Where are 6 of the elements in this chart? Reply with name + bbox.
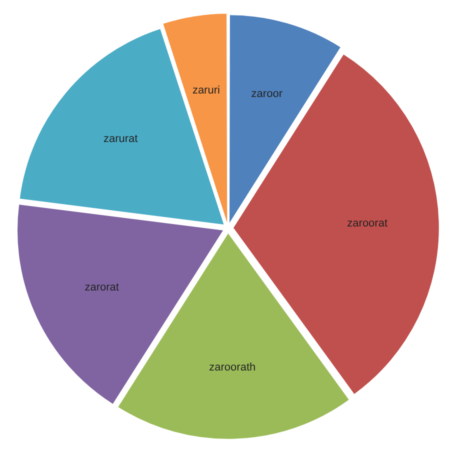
slice-label: zarorat — [84, 281, 119, 294]
slice-label: zarurat — [103, 133, 138, 146]
slice-label: zaroorat — [347, 218, 388, 230]
slice-label: zaroorath — [209, 361, 256, 374]
slice-label: zaroor — [251, 88, 283, 100]
slice-label: zaruri — [192, 84, 220, 96]
